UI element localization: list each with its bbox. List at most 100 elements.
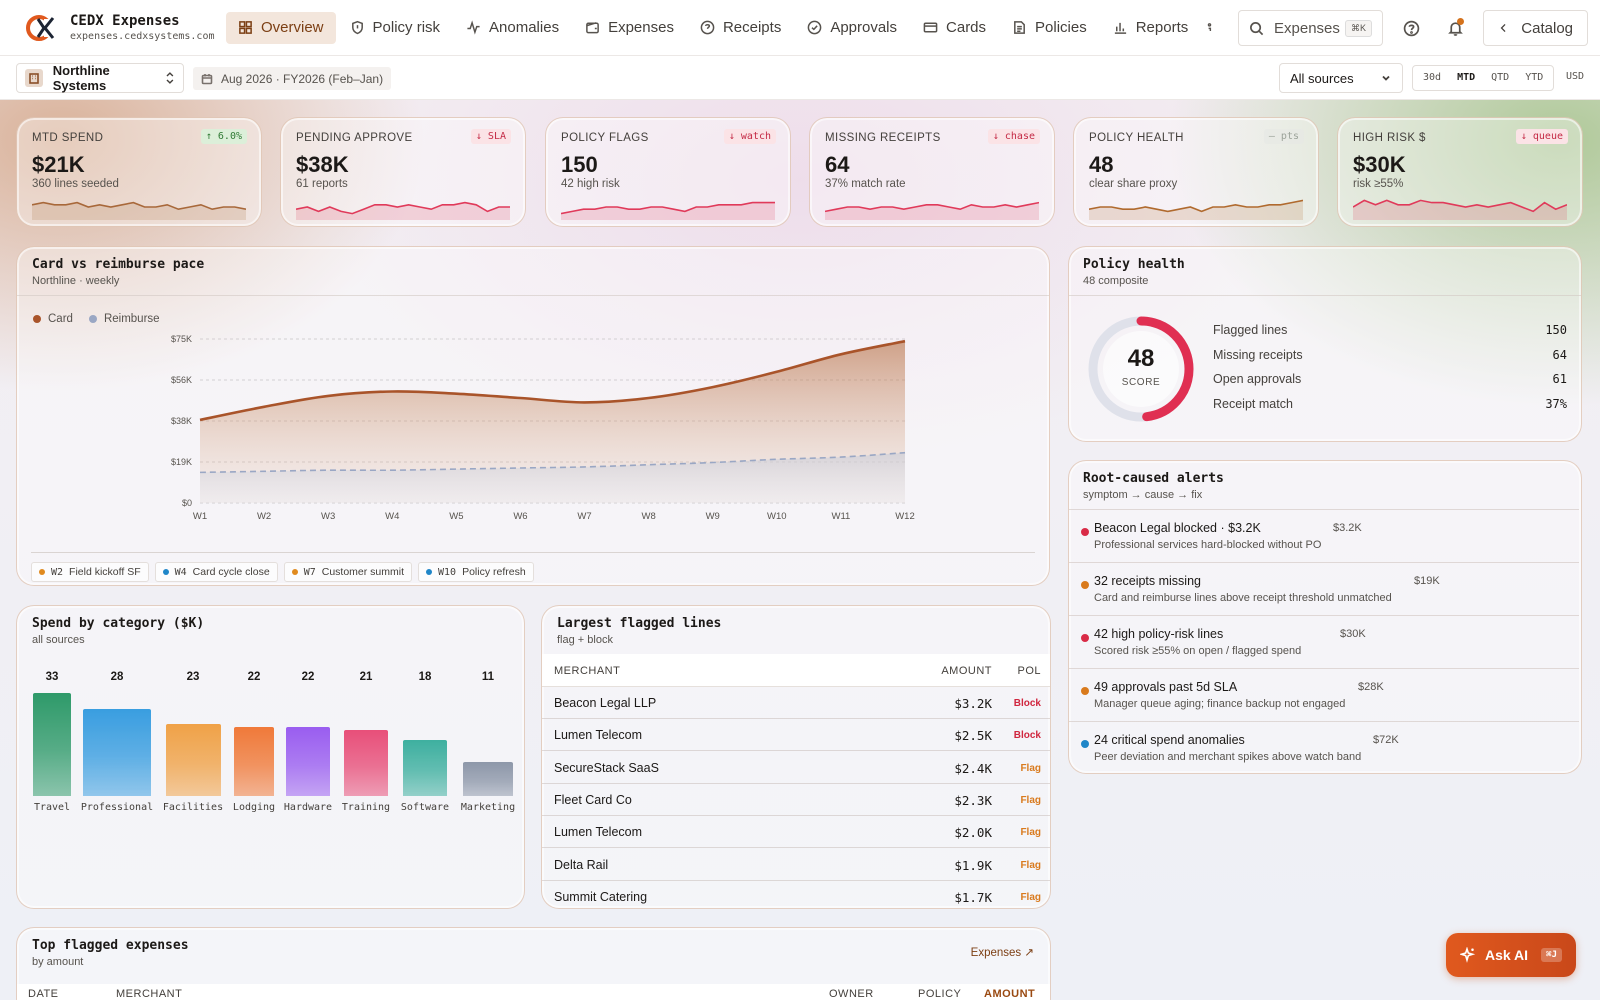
alert-item[interactable]: Beacon Legal blocked · $3.2K $3.2K Profess… (1069, 509, 1579, 562)
event-chip-w10[interactable]: W10 Policy refresh (418, 562, 534, 582)
alert-severity-dot (1081, 687, 1089, 695)
policy-status-badge: Flag (1020, 827, 1041, 839)
alert-amount: $19K (1414, 575, 1440, 587)
kpi-card-mtd-spend[interactable]: MTD SPEND ↑ 6.0% $21K 360 lines seeded (16, 117, 262, 227)
help-button[interactable] (1399, 16, 1423, 40)
kpi-card-policy-health[interactable]: POLICY HEALTH — pts 48 clear share proxy (1073, 117, 1319, 227)
policy-health-row: Receipt match 37% (1213, 397, 1567, 422)
tab-policies[interactable]: Policies (1000, 12, 1099, 44)
policy-status-badge: Flag (1020, 762, 1041, 774)
kpi-subtext: 61 reports (296, 178, 348, 190)
org-select[interactable]: Northline Systems (16, 63, 184, 93)
gauge-score-label: SCORE (1121, 377, 1161, 388)
nav-overflow-icon[interactable] (1202, 12, 1220, 44)
date-range-chip[interactable]: Aug 2026 · FY2026 (Feb–Jan) (193, 67, 392, 90)
gauge-score: 48 (1127, 345, 1155, 372)
tab-reports[interactable]: Reports (1101, 12, 1201, 44)
table-row[interactable]: Lumen Telecom $2.0K Flag (542, 816, 1050, 849)
col-date[interactable]: DATE (28, 988, 59, 1000)
search-input[interactable]: Expenses ⌘K (1238, 10, 1383, 46)
range-mtd[interactable]: MTD (1457, 72, 1476, 83)
tab-policy-risk[interactable]: Policy risk (338, 12, 453, 44)
legend-item-reimburse[interactable]: Reimburse (88, 313, 160, 325)
tab-overview[interactable]: Overview (226, 11, 336, 44)
pace-chart-title: Card vs reimburse pace (32, 257, 205, 272)
col-policy[interactable]: POL (1017, 665, 1041, 677)
tab-expenses[interactable]: Expenses (573, 12, 686, 44)
alert-item[interactable]: 24 critical spend anomalies $72K Peer devi… (1069, 721, 1579, 773)
sparkline-area (296, 202, 510, 220)
bar-hardware[interactable] (286, 727, 330, 796)
event-chip-w2[interactable]: W2 Field kickoff SF (31, 562, 149, 582)
kpi-card-pending-approve[interactable]: PENDING APPROVE ↓ SLA $38K 61 reports (280, 117, 526, 227)
legend-item-card[interactable]: Card (33, 313, 73, 325)
alert-title: 32 receipts missing (1094, 574, 1201, 588)
col-merchant-2[interactable]: MERCHANT (116, 988, 183, 1000)
kpi-sparkline (825, 201, 1039, 220)
alert-item[interactable]: 32 receipts missing $19K Card and reimburs… (1069, 562, 1579, 615)
kpi-card-policy-flags[interactable]: POLICY FLAGS ↓ watch 150 42 high risk (545, 117, 791, 227)
notifications-button[interactable] (1443, 16, 1467, 40)
expenses-link[interactable]: Expenses ↗ (970, 947, 1034, 959)
catalog-button[interactable]: Catalog (1483, 10, 1588, 46)
table-row[interactable]: Delta Rail $1.9K Flag (542, 849, 1050, 881)
kpi-card-high-risk[interactable]: HIGH RISK $ ↓ queue $30K risk ≥55% (1337, 117, 1583, 227)
col-merchant[interactable]: MERCHANT (554, 665, 621, 677)
policy-health-row: Missing receipts 64 (1213, 348, 1567, 373)
grid-icon (239, 21, 252, 34)
tab-approvals[interactable]: Approvals (795, 12, 909, 44)
currency-label: USD (1566, 71, 1585, 82)
alert-item[interactable]: 49 approvals past 5d SLA $28K Manager queu… (1069, 668, 1579, 721)
stat-value: 37% (1545, 396, 1567, 411)
bar-software[interactable] (403, 739, 447, 796)
bar-category-label: Training (341, 802, 391, 813)
event-chip-w7[interactable]: W7 Customer summit (283, 562, 413, 582)
bar-professional[interactable] (83, 708, 151, 796)
kpi-subtext: 37% match rate (825, 178, 906, 190)
table-row[interactable]: Beacon Legal LLP $3.2K Block (542, 687, 1050, 719)
col-amount-2[interactable]: AMOUNT (984, 988, 1036, 1000)
policy-status-badge: Block (1013, 698, 1041, 709)
kpi-sparkline (296, 201, 510, 220)
tab-anomalies[interactable]: Anomalies (454, 12, 571, 44)
bar-training[interactable] (344, 730, 388, 796)
bar-lodging[interactable] (234, 727, 274, 796)
range-30d[interactable]: 30d (1423, 72, 1442, 83)
chevron-updown-icon (166, 72, 174, 84)
bar-category-label: Professional (80, 802, 154, 813)
policy-health-card: Policy health 48 composite 48 SCORE Flag… (1068, 246, 1582, 442)
kpi-badge: ↓ SLA (470, 129, 511, 144)
range-ytd[interactable]: YTD (1525, 72, 1544, 83)
alert-title: 42 high policy-risk lines (1094, 627, 1224, 641)
bar-category-label: Lodging (232, 802, 276, 813)
col-owner[interactable]: OWNER (829, 988, 874, 1000)
table-row[interactable]: Summit Catering $1.7K Flag (542, 881, 1050, 908)
brand[interactable]: CEDX Expenses expenses.cedxsystems.com (0, 0, 226, 56)
range-qtd[interactable]: QTD (1491, 72, 1510, 83)
bar-value-label: 23 (186, 671, 200, 683)
kpi-label: HIGH RISK $ (1353, 132, 1426, 144)
alert-item[interactable]: 42 high policy-risk lines $30K Scored risk… (1069, 615, 1579, 668)
table-row[interactable]: SecureStack SaaS $2.4K Flag (542, 752, 1050, 784)
alert-title: Beacon Legal blocked · $3.2K (1094, 521, 1261, 535)
bar-facilities[interactable] (165, 724, 221, 796)
col-amount[interactable]: AMOUNT (941, 665, 992, 677)
kpi-card-missing-receipts[interactable]: MISSING RECEIPTS ↓ chase 64 37% match rate (809, 117, 1055, 227)
col-policy-2[interactable]: POLICY (918, 988, 962, 1000)
ask-ai-button[interactable]: Ask AI ⌘J (1446, 933, 1576, 977)
event-chip-w4[interactable]: W4 Card cycle close (154, 562, 278, 582)
bar-travel[interactable] (33, 693, 71, 796)
bar-category-label: Travel (33, 802, 71, 813)
sparkline-area (561, 202, 775, 220)
kpi-badge: ↑ 6.0% (200, 129, 247, 144)
bar-marketing[interactable] (463, 761, 513, 796)
building-icon (25, 69, 43, 87)
tab-cards[interactable]: Cards (911, 12, 998, 44)
tab-receipts[interactable]: Receipts (688, 12, 793, 44)
alerts-title: Root-caused alerts (1083, 471, 1224, 486)
date-range-label: Aug 2026 · FY2026 (Feb–Jan) (221, 71, 384, 86)
table-row[interactable]: Fleet Card Co $2.3K Flag (542, 784, 1050, 816)
table-row[interactable]: Lumen Telecom $2.5K Block (542, 719, 1050, 752)
policy-health-subtitle: 48 composite (1083, 275, 1149, 287)
source-select[interactable]: All sources (1279, 63, 1403, 93)
